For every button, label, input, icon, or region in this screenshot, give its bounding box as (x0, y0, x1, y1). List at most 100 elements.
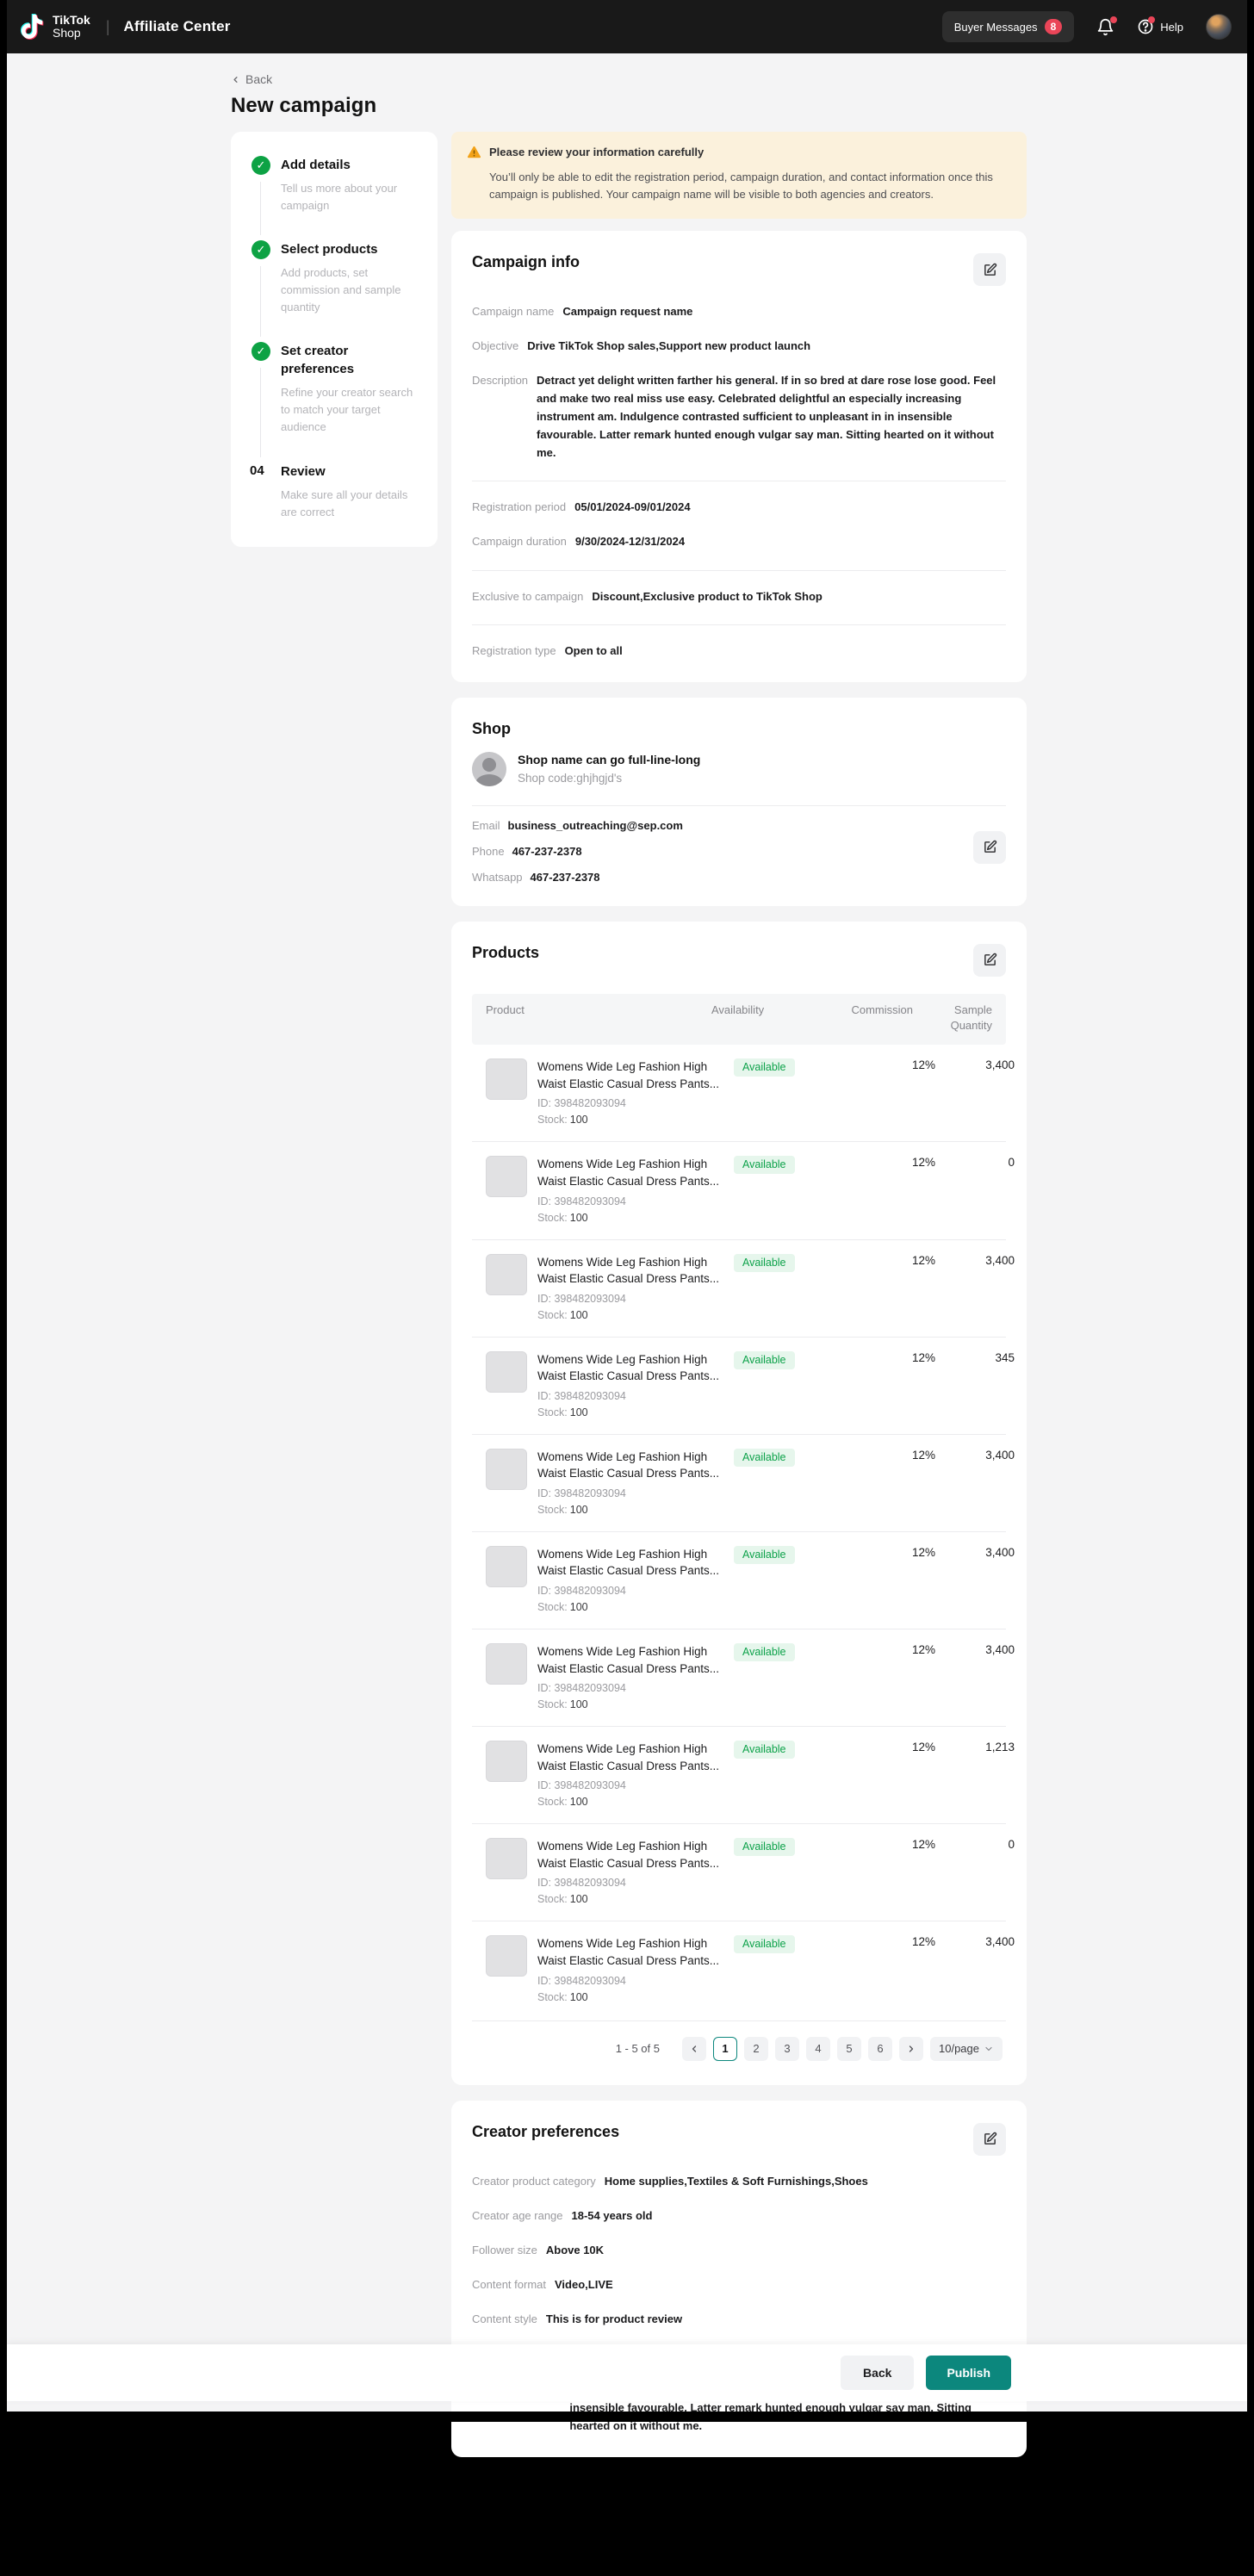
shop-card: Shop Shop name can go full-line-long Sho… (451, 697, 1027, 906)
tiktok-note-icon (19, 12, 45, 41)
edit-campaign-info-button[interactable] (973, 253, 1006, 287)
product-id: ID: 398482093094 (537, 1974, 626, 1987)
products-table: Product Availability Commission Sample Q… (472, 993, 1015, 2063)
help-button[interactable]: Help (1137, 16, 1183, 35)
sample-quantity-value: 3,400 (985, 1253, 1015, 1267)
chevron-down-icon (985, 2046, 992, 2051)
edit-creator-preferences-button[interactable] (973, 2122, 1006, 2156)
table-row[interactable]: Womens Wide Leg Fashion High Waist Elast… (472, 1433, 1015, 1531)
back-link[interactable]: Back (231, 72, 272, 86)
user-avatar[interactable] (1206, 14, 1232, 40)
availability-badge: Available (734, 1253, 795, 1272)
sample-quantity-value: 0 (1008, 1838, 1015, 1852)
column-availability: Availability (711, 1002, 765, 1016)
help-label: Help (1160, 20, 1183, 34)
field-registration-type: Registration type Open to all (472, 643, 623, 657)
table-row[interactable]: Womens Wide Leg Fashion High Waist Elast… (472, 1726, 1015, 1823)
step-description: Tell us more about your campaign (281, 181, 398, 212)
product-thumbnail (486, 1156, 527, 1198)
pagination-prev-button[interactable] (682, 2036, 706, 2061)
sample-quantity-value: 3,400 (985, 1935, 1015, 1949)
stepper-connector (260, 181, 261, 235)
commission-value: 12% (911, 1838, 935, 1852)
table-row[interactable]: Womens Wide Leg Fashion High Waist Elast… (472, 1823, 1015, 1921)
pagination-page-button[interactable]: 1 (713, 2036, 737, 2061)
field-registration-period: Registration period 05/01/2024-09/01/202… (472, 500, 691, 514)
step-label: Add details (281, 157, 351, 172)
table-row[interactable]: Womens Wide Leg Fashion High Waist Elast… (472, 1921, 1015, 2018)
campaign-info-card: Campaign info Campaign name Campaign req… (451, 231, 1027, 682)
pagination: 1 - 5 of 5 1 2 3 (472, 2020, 1006, 2063)
page-size-select[interactable]: 10/page (930, 2036, 1003, 2061)
commission-value: 12% (911, 1448, 935, 1462)
divider (472, 569, 1006, 571)
buyer-messages-button[interactable]: Buyer Messages 8 (941, 11, 1075, 42)
pagination-page-button[interactable]: 4 (806, 2036, 830, 2061)
pagination-next-button[interactable] (899, 2036, 923, 2061)
commission-value: 12% (911, 1545, 935, 1559)
stepper-step[interactable]: ✓ Set creator preferences Refine your cr… (251, 342, 417, 457)
product-id: ID: 398482093094 (537, 1195, 626, 1207)
campaign-info-title: Campaign info (472, 253, 580, 271)
step-check-icon: ✓ (251, 342, 270, 362)
pagination-page-button[interactable]: 6 (868, 2036, 892, 2061)
edit-icon (984, 2132, 996, 2145)
stepper-step[interactable]: ✓ Select products Add products, set comm… (251, 239, 417, 338)
column-product: Product (486, 1002, 525, 1016)
field-whatsapp: Whatsapp 467-237-2378 (472, 870, 600, 884)
field-objective: Objective Drive TikTok Shop sales,Suppor… (472, 339, 811, 353)
notifications-button[interactable] (1096, 16, 1118, 36)
stepper-step[interactable]: 04 Review Make sure all your details are… (250, 462, 417, 521)
product-name: Womens Wide Leg Fashion High Waist Elast… (537, 1255, 720, 1286)
pagination-page-button[interactable]: 2 (744, 2036, 768, 2061)
back-button[interactable]: Back (840, 2356, 915, 2390)
commission-value: 12% (911, 1643, 935, 1657)
product-stock: Stock: 100 (537, 1308, 588, 1321)
table-row[interactable]: Womens Wide Leg Fashion High Waist Elast… (472, 1045, 1015, 1141)
product-id: ID: 398482093094 (537, 1779, 626, 1792)
warning-icon (467, 146, 481, 158)
product-thumbnail (486, 1058, 527, 1101)
help-icon (1138, 19, 1153, 34)
screen-edge-right (1247, 0, 1254, 2422)
product-name: Womens Wide Leg Fashion High Waist Elast… (537, 1352, 720, 1383)
sample-quantity-value: 0 (1008, 1156, 1015, 1170)
table-row[interactable]: Womens Wide Leg Fashion High Waist Elast… (472, 1530, 1015, 1629)
product-id: ID: 398482093094 (537, 1877, 626, 1890)
table-row[interactable]: Womens Wide Leg Fashion High Waist Elast… (472, 1629, 1015, 1726)
commission-value: 12% (911, 1058, 935, 1072)
pagination-page-button[interactable]: 3 (775, 2036, 799, 2061)
products-card: Products Product Availability Commission… (451, 921, 1027, 2085)
pagination-page-button[interactable]: 5 (837, 2036, 861, 2061)
edit-contact-button[interactable] (973, 830, 1006, 864)
table-row[interactable]: Womens Wide Leg Fashion High Waist Elast… (472, 1141, 1015, 1238)
product-id: ID: 398482093094 (537, 1682, 626, 1695)
notification-dot (1110, 16, 1118, 23)
commission-value: 12% (911, 1253, 935, 1267)
buyer-messages-count-badge: 8 (1044, 19, 1063, 34)
field-campaign-duration: Campaign duration 9/30/2024-12/31/2024 (472, 535, 686, 549)
commission-value: 12% (911, 1156, 935, 1170)
publish-button[interactable]: Publish (926, 2356, 1011, 2390)
product-id: ID: 398482093094 (537, 1097, 626, 1110)
table-row[interactable]: Womens Wide Leg Fashion High Waist Elast… (472, 1238, 1015, 1337)
product-name: Womens Wide Leg Fashion High Waist Elast… (537, 1645, 720, 1675)
commission-value: 12% (911, 1935, 935, 1949)
divider (472, 624, 1006, 625)
table-row[interactable]: Womens Wide Leg Fashion High Waist Elast… (472, 1336, 1015, 1434)
availability-badge: Available (734, 1350, 795, 1369)
top-nav-bar: TikTok Shop | Affiliate Center Buyer Mes… (0, 0, 1254, 53)
availability-badge: Available (734, 1545, 795, 1564)
preference-field: Creator age range 18-54 years old (472, 2208, 653, 2222)
field-campaign-name: Campaign name Campaign request name (472, 305, 693, 319)
page-body: Back New campaign ✓ Add details Tell us … (0, 53, 1254, 2576)
column-sample-quantity: Sample Quantity (950, 1002, 992, 1033)
product-stock: Stock: 100 (537, 1114, 588, 1127)
tiktok-shop-logo[interactable]: TikTok Shop (19, 12, 90, 41)
availability-badge: Available (734, 1448, 795, 1467)
edit-products-button[interactable] (973, 943, 1006, 977)
product-id: ID: 398482093094 (537, 1585, 626, 1598)
column-commission: Commission (851, 1002, 913, 1016)
stepper-step[interactable]: ✓ Add details Tell us more about your ca… (251, 155, 417, 235)
creator-preferences-title: Creator preferences (472, 2122, 620, 2140)
